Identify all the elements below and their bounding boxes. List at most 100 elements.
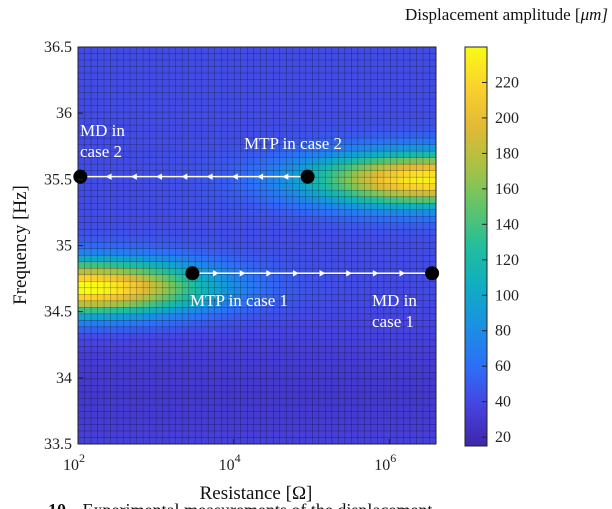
heatmap-cell: [286, 60, 294, 67]
heatmap-cell: [169, 424, 176, 432]
heatmap-cell: [104, 47, 111, 54]
heatmap-cell: [318, 398, 326, 406]
heatmap-cell: [396, 151, 404, 158]
heatmap-cell: [299, 190, 307, 197]
heatmap-cell: [195, 372, 202, 380]
heatmap-cell: [110, 170, 118, 178]
heatmap-cell: [279, 190, 287, 197]
heatmap-cell: [91, 274, 98, 282]
heatmap-cell: [357, 424, 365, 432]
heatmap-cell: [331, 203, 339, 211]
heatmap-cell: [175, 320, 183, 328]
heatmap-cell: [312, 73, 320, 80]
heatmap-cell: [351, 294, 359, 302]
heatmap-cell: [214, 346, 222, 354]
heatmap-cell: [286, 79, 294, 87]
heatmap-cell: [175, 430, 183, 438]
heatmap-cell: [253, 378, 261, 386]
heatmap-cell: [221, 398, 229, 406]
heatmap-cell: [383, 112, 391, 119]
heatmap-cell: [221, 274, 229, 282]
heatmap-cell: [247, 352, 255, 360]
heatmap-cell: [325, 151, 333, 158]
heatmap-cell: [318, 73, 326, 80]
heatmap-cell: [409, 339, 417, 347]
heatmap-cell: [286, 112, 294, 119]
heatmap-cell: [338, 60, 346, 67]
heatmap-cell: [383, 281, 391, 289]
heatmap-cell: [344, 235, 352, 243]
heatmap-cell: [312, 92, 320, 100]
heatmap-cell: [260, 313, 268, 321]
heatmap-cell: [240, 235, 248, 243]
heatmap-cell: [175, 274, 183, 282]
heatmap-cell: [409, 300, 417, 308]
heatmap-cell: [351, 92, 359, 100]
heatmap-cell: [383, 86, 391, 93]
heatmap-cell: [104, 339, 111, 347]
heatmap-cell: [305, 398, 313, 406]
heatmap-cell: [409, 53, 417, 61]
heatmap-cell: [416, 391, 424, 399]
heatmap-cell: [104, 235, 111, 243]
heatmap-cell: [383, 378, 391, 386]
heatmap-cell: [175, 352, 183, 360]
heatmap-cell: [370, 125, 378, 132]
heatmap-cell: [416, 326, 424, 334]
heatmap-cell: [266, 365, 274, 373]
heatmap-cell: [201, 47, 209, 54]
heatmap-cell: [299, 47, 307, 54]
heatmap-cell: [390, 307, 398, 315]
heatmap-cell: [97, 411, 105, 419]
heatmap-cell: [383, 151, 391, 158]
heatmap-cell: [240, 118, 248, 126]
heatmap-cell: [416, 365, 424, 373]
heatmap-cell: [377, 339, 385, 347]
heatmap-cell: [97, 281, 105, 289]
heatmap-cell: [104, 157, 111, 165]
colorbar-tick-label: 60: [495, 358, 511, 375]
heatmap-cell: [273, 112, 281, 119]
heatmap-cell: [104, 378, 111, 386]
heatmap-cell: [149, 372, 157, 380]
heatmap-cell: [253, 164, 261, 171]
heatmap-cell: [201, 372, 209, 380]
heatmap-cell: [201, 437, 209, 445]
heatmap-cell: [104, 261, 111, 269]
heatmap-cell: [104, 73, 111, 80]
heatmap-cell: [97, 66, 105, 74]
heatmap-cell: [305, 287, 313, 295]
heatmap-cell: [104, 313, 111, 321]
heatmap-cell: [403, 326, 411, 334]
heatmap-cell: [195, 437, 202, 445]
heatmap-cell: [383, 365, 391, 373]
heatmap-cell: [344, 196, 352, 204]
heatmap-cell: [390, 294, 398, 302]
heatmap-cell: [396, 255, 404, 263]
heatmap-cell: [123, 339, 131, 347]
heatmap-cell: [130, 73, 137, 80]
heatmap-cell: [97, 359, 105, 367]
heatmap-cell: [260, 151, 268, 158]
heatmap-cell: [175, 183, 183, 191]
heatmap-cell: [409, 255, 417, 263]
heatmap-cell: [396, 339, 404, 347]
heatmap-cell: [182, 417, 189, 425]
heatmap-cell: [260, 105, 268, 113]
heatmap-cell: [156, 313, 163, 321]
heatmap-cell: [123, 261, 131, 269]
heatmap-cell: [429, 346, 437, 354]
heatmap-cell: [188, 339, 196, 347]
heatmap-cell: [253, 242, 261, 250]
heatmap-cell: [234, 66, 242, 74]
heatmap-cell: [253, 404, 261, 412]
heatmap-cell: [136, 300, 144, 308]
heatmap-cell: [370, 138, 378, 145]
heatmap-cell: [305, 73, 313, 80]
heatmap-cell: [273, 326, 281, 334]
heatmap-cell: [390, 255, 398, 263]
heatmap-cell: [403, 430, 411, 438]
heatmap-cell: [188, 294, 196, 302]
heatmap-cell: [377, 131, 385, 139]
heatmap-cell: [422, 112, 430, 119]
